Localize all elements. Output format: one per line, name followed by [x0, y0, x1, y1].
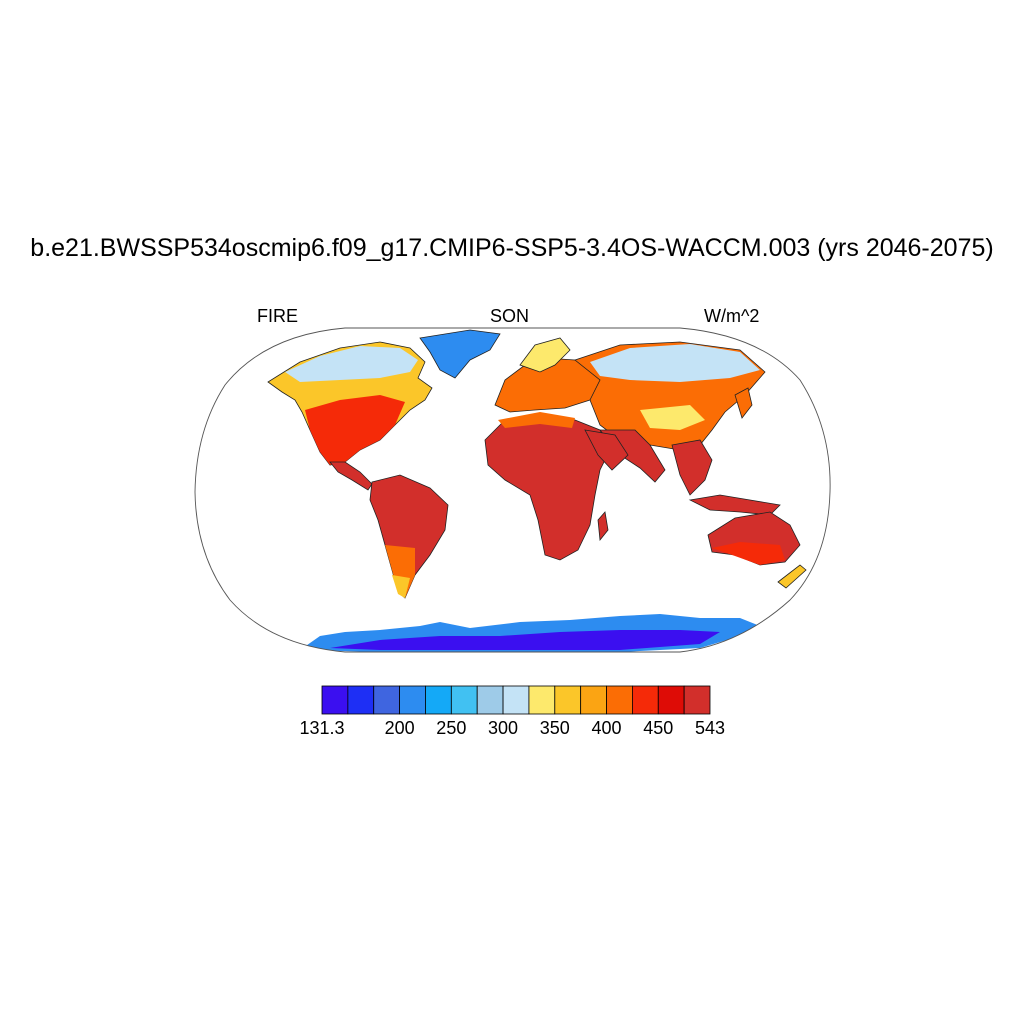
north-america-south	[305, 395, 405, 465]
colorbar-tick-label: 250	[436, 718, 467, 738]
colorbar-tick-label: 350	[539, 718, 570, 738]
colorbar-swatch	[476, 685, 504, 715]
colorbar-swatch	[347, 685, 375, 715]
colorbar-swatch	[683, 685, 711, 715]
map-outline	[194, 327, 831, 653]
africa-north-edge	[498, 412, 575, 428]
variable-label: FIRE	[257, 306, 299, 326]
colorbar-swatch	[450, 685, 478, 715]
colorbar-swatch	[528, 685, 556, 715]
figure-title: b.e21.BWSSP534oscmip6.f09_g17.CMIP6-SSP5…	[30, 234, 994, 262]
new-zealand	[777, 564, 807, 589]
arabia	[584, 429, 629, 471]
japan	[734, 387, 753, 419]
colorbar-tick-label: 200	[384, 718, 415, 738]
north-america-canada	[285, 346, 418, 382]
tibet	[640, 405, 705, 430]
map-content	[267, 329, 807, 652]
scandinavia	[519, 337, 571, 373]
colorbar-swatch	[554, 685, 582, 715]
colorbar-swatch	[373, 685, 401, 715]
southeast-asia	[671, 439, 713, 496]
south-america-tip	[392, 575, 410, 598]
antarctica-interior	[330, 630, 720, 650]
units-label: W/m^2	[704, 306, 760, 326]
colorbar-tick-label: 450	[643, 718, 674, 738]
siberia	[590, 344, 760, 382]
colorbar-swatch	[321, 685, 349, 715]
colorbar-swatch	[502, 685, 530, 715]
colorbar-swatch	[632, 685, 659, 715]
indonesia	[688, 494, 781, 516]
colorbar-tick-label: 543	[694, 718, 726, 738]
colorbar-tick-label: 131.3	[299, 718, 345, 738]
colorbar-swatch	[657, 685, 685, 715]
colorbar-swatch	[606, 685, 633, 715]
colorbar-swatch	[399, 685, 426, 715]
central-america	[329, 461, 373, 491]
colorbar-swatch	[580, 685, 607, 715]
colorbar-swatch	[425, 685, 452, 715]
season-label: SON	[490, 306, 530, 326]
greenland	[419, 329, 501, 379]
colorbar-tick-label: 400	[591, 718, 622, 738]
colorbar-tick-label: 300	[488, 718, 519, 738]
madagascar	[597, 511, 609, 542]
australia-south	[712, 542, 785, 565]
